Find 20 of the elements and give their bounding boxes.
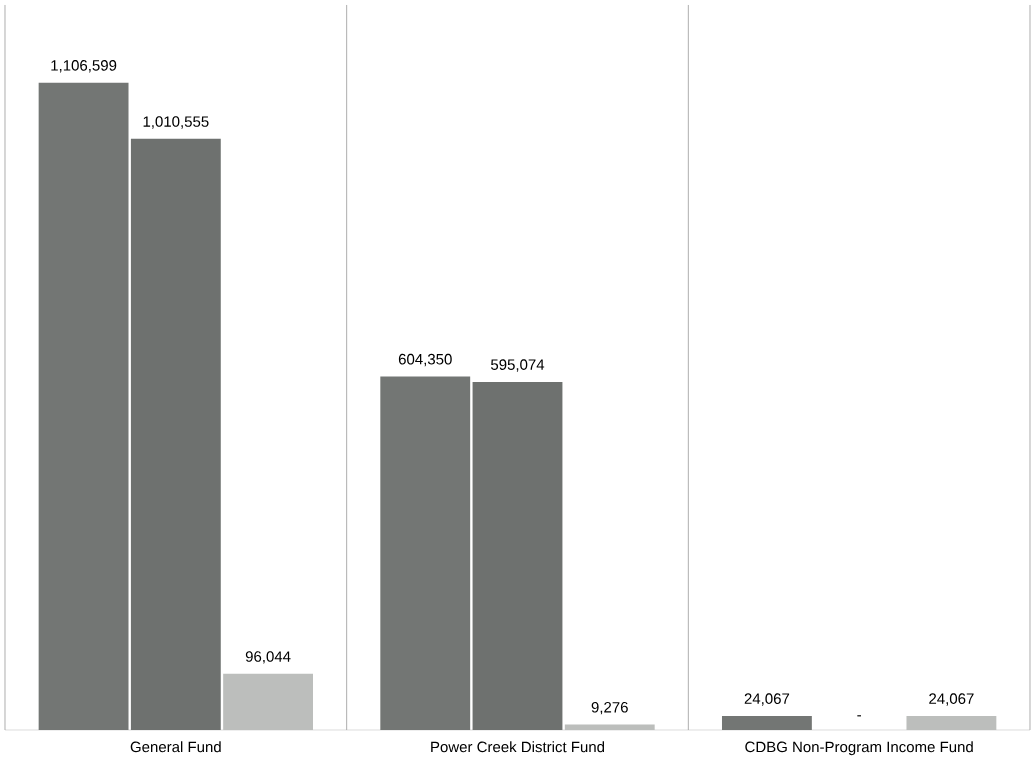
data-label: 24,067 [744,693,790,706]
bar [38,82,129,730]
bar [130,138,221,730]
data-label: 96,044 [245,651,291,664]
data-label: 604,350 [398,353,452,367]
x-tick-label: General Fund [130,741,221,753]
data-label: 24,067 [929,693,974,706]
bar [721,715,812,730]
data-label: 595,074 [490,359,545,372]
data-label: - [857,715,861,717]
data-label: 1,106,599 [51,60,117,73]
bar [906,715,997,730]
x-tick-label: Power Creek District Fund [431,741,605,753]
x-tick-label: CDBG Non-Program Income Fund [745,741,973,756]
bar [380,376,471,730]
data-label: 1,010,555 [143,116,209,129]
bar [564,724,655,730]
data-label: 9,276 [591,701,628,715]
bar [223,673,314,730]
bar [472,381,563,730]
